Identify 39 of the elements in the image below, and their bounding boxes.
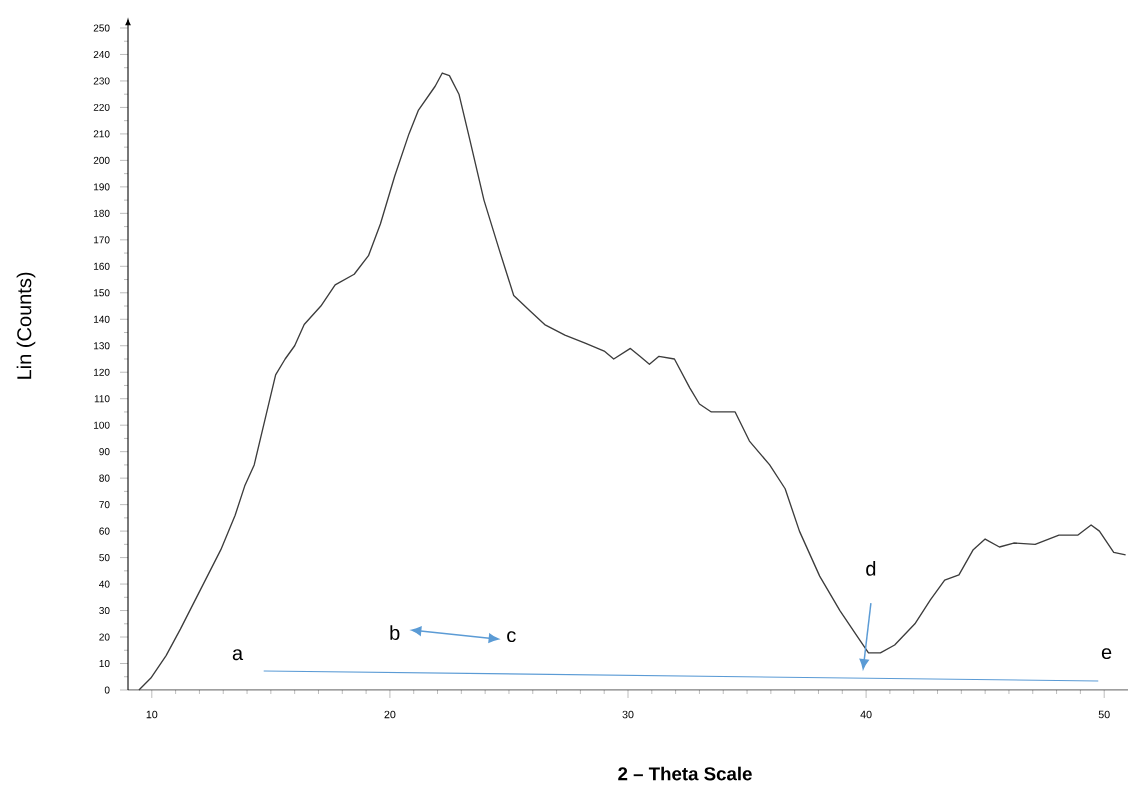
x-tick-label: 40	[860, 710, 872, 719]
y-tick-label: 90	[99, 448, 110, 456]
y-tick-label: 10	[99, 659, 110, 668]
x-tick-label: 50	[1098, 710, 1110, 719]
annotation: c	[507, 631, 516, 643]
y-axis-title: Lin (Counts)	[16, 272, 36, 379]
y-tick-label: 60	[99, 527, 110, 535]
y-tick-label: 240	[93, 50, 110, 59]
x-tick-label: 20	[384, 710, 396, 719]
y-tick-label: 30	[99, 607, 110, 615]
y-tick-label: 200	[93, 156, 110, 164]
y-tick-label: 20	[99, 633, 110, 641]
y-tick-label: 110	[94, 395, 110, 403]
annotation: b	[390, 625, 400, 640]
x-axis-title: 2 – Theta Scale	[618, 766, 752, 781]
y-tick-label: 250	[93, 24, 110, 32]
y-tick-label: 150	[94, 289, 110, 297]
y-tick-label: 210	[93, 130, 110, 138]
y-tick-label: 140	[94, 315, 110, 323]
y-tick-label: 40	[99, 580, 110, 588]
y-tick-label: 230	[93, 77, 110, 85]
annotation: e	[1101, 648, 1112, 660]
y-tick-label: 180	[94, 209, 110, 217]
y-tick-label: 80	[99, 474, 110, 482]
y-tick-label: 100	[94, 421, 110, 429]
y-tick-label: 120	[94, 368, 110, 376]
y-tick-label: 160	[94, 262, 110, 270]
y-tick-label: 170	[94, 236, 110, 244]
annotation: a	[232, 649, 244, 661]
annotation: d	[866, 561, 876, 576]
x-tick-label: 10	[146, 710, 158, 719]
y-tick-label: 70	[99, 501, 110, 509]
y-tick-label: 0	[104, 686, 110, 694]
line-series	[138, 72, 1127, 691]
x-tick-label: 30	[622, 710, 634, 719]
y-tick-label: 50	[99, 554, 110, 562]
y-tick-label: 130	[94, 342, 110, 350]
y-tick-label: 190	[94, 183, 110, 191]
y-tick-label: 220	[93, 103, 110, 111]
